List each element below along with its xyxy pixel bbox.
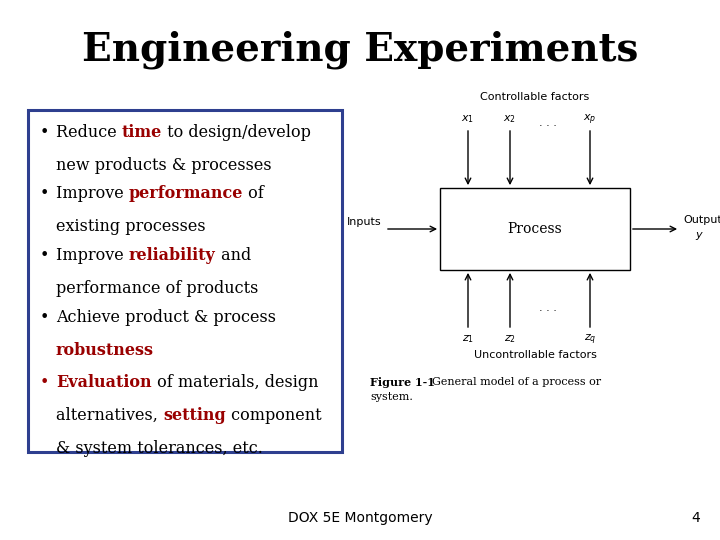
- Text: $z_2$: $z_2$: [504, 333, 516, 345]
- Bar: [28, 110, 342, 452]
- Text: new products & processes: new products & processes: [56, 157, 271, 174]
- Text: . . .: . . .: [539, 118, 557, 128]
- Text: & system tolerances, etc.: & system tolerances, etc.: [56, 440, 263, 457]
- Text: setting: setting: [163, 407, 226, 424]
- Text: $z_q$: $z_q$: [584, 333, 596, 347]
- Text: . . .: . . .: [539, 303, 557, 313]
- Text: 4: 4: [691, 511, 700, 525]
- Text: of: of: [243, 185, 264, 202]
- Text: Inputs: Inputs: [347, 217, 382, 227]
- Text: Achieve product & process: Achieve product & process: [56, 309, 276, 326]
- Text: to design/develop: to design/develop: [162, 124, 311, 141]
- Text: Engineering Experiments: Engineering Experiments: [82, 31, 638, 69]
- Text: Evaluation: Evaluation: [56, 374, 152, 391]
- Text: robustness: robustness: [56, 342, 154, 359]
- Text: $x_2$: $x_2$: [503, 113, 516, 125]
- Text: $x_1$: $x_1$: [462, 113, 474, 125]
- Text: Improve: Improve: [56, 185, 129, 202]
- Text: Reduce: Reduce: [56, 124, 122, 141]
- Text: reliability: reliability: [129, 247, 215, 264]
- Text: system.: system.: [370, 392, 413, 402]
- Text: Output: Output: [683, 215, 720, 225]
- Text: DOX 5E Montgomery: DOX 5E Montgomery: [288, 511, 432, 525]
- Text: Uncontrollable factors: Uncontrollable factors: [474, 350, 596, 360]
- Text: $y$: $y$: [695, 230, 704, 242]
- Text: alternatives,: alternatives,: [56, 407, 163, 424]
- Text: •: •: [40, 309, 50, 326]
- Text: component: component: [226, 407, 321, 424]
- Text: of materials, design: of materials, design: [152, 374, 318, 391]
- Text: Improve: Improve: [56, 247, 129, 264]
- Text: •: •: [40, 374, 50, 391]
- Text: General model of a process or: General model of a process or: [418, 377, 601, 387]
- Text: Process: Process: [508, 222, 562, 236]
- Text: Controllable factors: Controllable factors: [480, 92, 590, 102]
- Text: Figure 1-1: Figure 1-1: [370, 377, 435, 388]
- Text: $x_p$: $x_p$: [583, 113, 597, 127]
- Bar: [440, 188, 630, 270]
- Text: $z_1$: $z_1$: [462, 333, 474, 345]
- Text: performance: performance: [129, 185, 243, 202]
- Text: existing processes: existing processes: [56, 218, 206, 235]
- Text: performance of products: performance of products: [56, 280, 258, 297]
- Text: and: and: [215, 247, 251, 264]
- Text: •: •: [40, 185, 50, 202]
- Text: •: •: [40, 247, 50, 264]
- Text: •: •: [40, 124, 50, 141]
- Text: time: time: [122, 124, 162, 141]
